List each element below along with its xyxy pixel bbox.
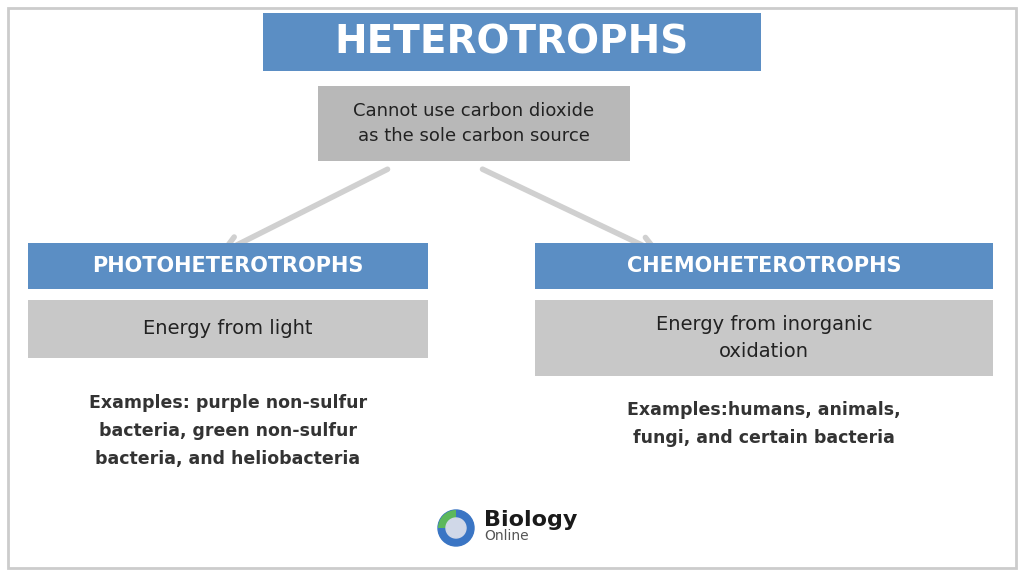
Bar [318, 86, 630, 161]
Text: Energy from light: Energy from light [143, 320, 312, 339]
Text: Cannot use carbon dioxide
as the sole carbon source: Cannot use carbon dioxide as the sole ca… [353, 102, 595, 145]
Text: PHOTOHETEROTROPHS: PHOTOHETEROTROPHS [92, 256, 364, 276]
Bar [28, 243, 428, 289]
Text: Biology: Biology [484, 510, 578, 530]
Text: Examples: purple non-sulfur
bacteria, green non-sulfur
bacteria, and heliobacter: Examples: purple non-sulfur bacteria, gr… [89, 394, 367, 468]
Circle shape [438, 510, 474, 546]
Text: Examples:humans, animals,
fungi, and certain bacteria: Examples:humans, animals, fungi, and cer… [627, 401, 901, 447]
Bar [535, 243, 993, 289]
Bar [535, 300, 993, 376]
Bar [263, 13, 761, 71]
Bar [28, 300, 428, 358]
Text: CHEMOHETEROTROPHS: CHEMOHETEROTROPHS [627, 256, 901, 276]
Text: HETEROTROPHS: HETEROTROPHS [335, 23, 689, 61]
Circle shape [446, 518, 466, 538]
Text: Energy from inorganic
oxidation: Energy from inorganic oxidation [655, 315, 872, 361]
Text: Online: Online [484, 529, 528, 543]
Wedge shape [438, 510, 456, 528]
